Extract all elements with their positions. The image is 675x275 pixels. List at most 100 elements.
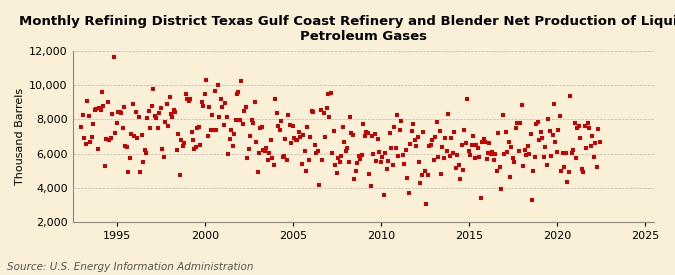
Point [270, 97, 281, 101]
Point [541, 162, 552, 167]
Point [535, 130, 546, 134]
Point [103, 100, 113, 104]
Point [390, 145, 401, 150]
Point [167, 115, 178, 119]
Point [345, 115, 356, 119]
Point [559, 165, 570, 169]
Point [349, 177, 360, 181]
Point [574, 124, 585, 128]
Point [410, 144, 421, 149]
Point [113, 109, 124, 114]
Point [142, 115, 153, 120]
Point [568, 148, 578, 152]
Point [101, 136, 112, 141]
Point [245, 134, 256, 138]
Point [424, 144, 435, 148]
Point [394, 128, 405, 132]
Point [520, 153, 531, 157]
Point [408, 122, 418, 127]
Point [145, 126, 156, 130]
Point [149, 114, 160, 119]
Point [359, 134, 370, 139]
Point [468, 134, 479, 138]
Point [148, 87, 159, 91]
Point [277, 155, 288, 159]
Point [515, 121, 526, 126]
Point [352, 161, 362, 165]
Point [477, 140, 487, 144]
Point [217, 105, 227, 109]
Point [593, 127, 603, 132]
Point [292, 138, 302, 142]
Point [290, 138, 301, 142]
Point [315, 108, 326, 112]
Point [160, 120, 171, 125]
Point [92, 146, 103, 151]
Point [318, 111, 329, 115]
Point [367, 134, 377, 138]
Point [375, 160, 386, 164]
Point [186, 130, 197, 134]
Point [365, 183, 376, 188]
Point [575, 135, 586, 140]
Point [572, 126, 583, 131]
Point [164, 94, 175, 99]
Point [334, 160, 345, 164]
Point [443, 112, 454, 116]
Point [210, 89, 221, 93]
Point [469, 155, 480, 160]
Point [283, 113, 294, 117]
Point [140, 150, 151, 155]
Point [180, 92, 191, 96]
Point [314, 183, 325, 187]
Point [591, 164, 602, 169]
Point [295, 135, 306, 139]
Point [188, 138, 198, 142]
Point [452, 153, 462, 157]
Point [550, 140, 561, 144]
Point [485, 152, 496, 156]
Point [321, 106, 332, 110]
Point [115, 111, 126, 115]
Point [569, 121, 580, 125]
Point [553, 128, 564, 132]
Point [178, 144, 188, 148]
Point [219, 122, 230, 127]
Point [502, 149, 512, 154]
Point [236, 79, 247, 83]
Point [130, 110, 141, 114]
Point [293, 130, 304, 134]
Point [296, 162, 307, 167]
Point [82, 99, 92, 104]
Point [196, 100, 207, 105]
Point [263, 158, 273, 162]
Point [551, 150, 562, 155]
Point [562, 180, 572, 184]
Point [392, 112, 402, 117]
Point [385, 145, 396, 150]
Point [529, 155, 540, 160]
Point [505, 174, 516, 179]
Point [377, 155, 387, 159]
Point [471, 143, 482, 148]
Point [556, 169, 567, 174]
Point [455, 177, 466, 181]
Point [298, 133, 308, 138]
Point [288, 124, 298, 128]
Point [248, 121, 259, 125]
Point [465, 152, 476, 157]
Point [79, 136, 90, 140]
Point [430, 134, 441, 139]
Point [581, 146, 592, 151]
Point [325, 91, 336, 95]
Point [154, 111, 165, 115]
Point [405, 141, 416, 146]
Point [151, 116, 162, 120]
Point [324, 115, 335, 119]
Point [138, 160, 148, 164]
Point [539, 154, 549, 159]
Point [225, 128, 236, 133]
Point [157, 147, 167, 151]
Point [86, 134, 97, 139]
Point [441, 149, 452, 153]
